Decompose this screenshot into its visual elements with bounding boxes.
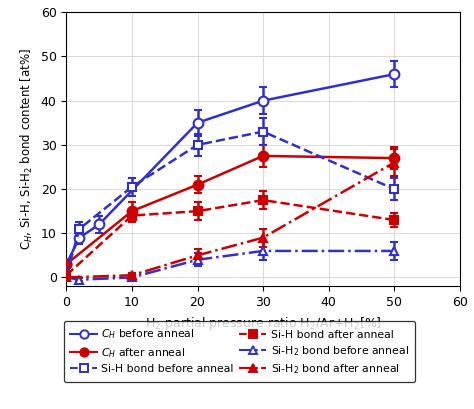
Y-axis label: C$_{H}$, Si-H, Si-H$_2$ bond content [at%]: C$_{H}$, Si-H, Si-H$_2$ bond content [at… xyxy=(19,48,35,250)
Legend: $C_H$ before anneal, $C_H$ after anneal, Si-H bond before anneal, Si-H bond afte: $C_H$ before anneal, $C_H$ after anneal,… xyxy=(64,321,415,382)
X-axis label: H$_2$ partial pressure ratio H$_2$/Ar+H$_2$[%]: H$_2$ partial pressure ratio H$_2$/Ar+H$… xyxy=(145,315,382,332)
